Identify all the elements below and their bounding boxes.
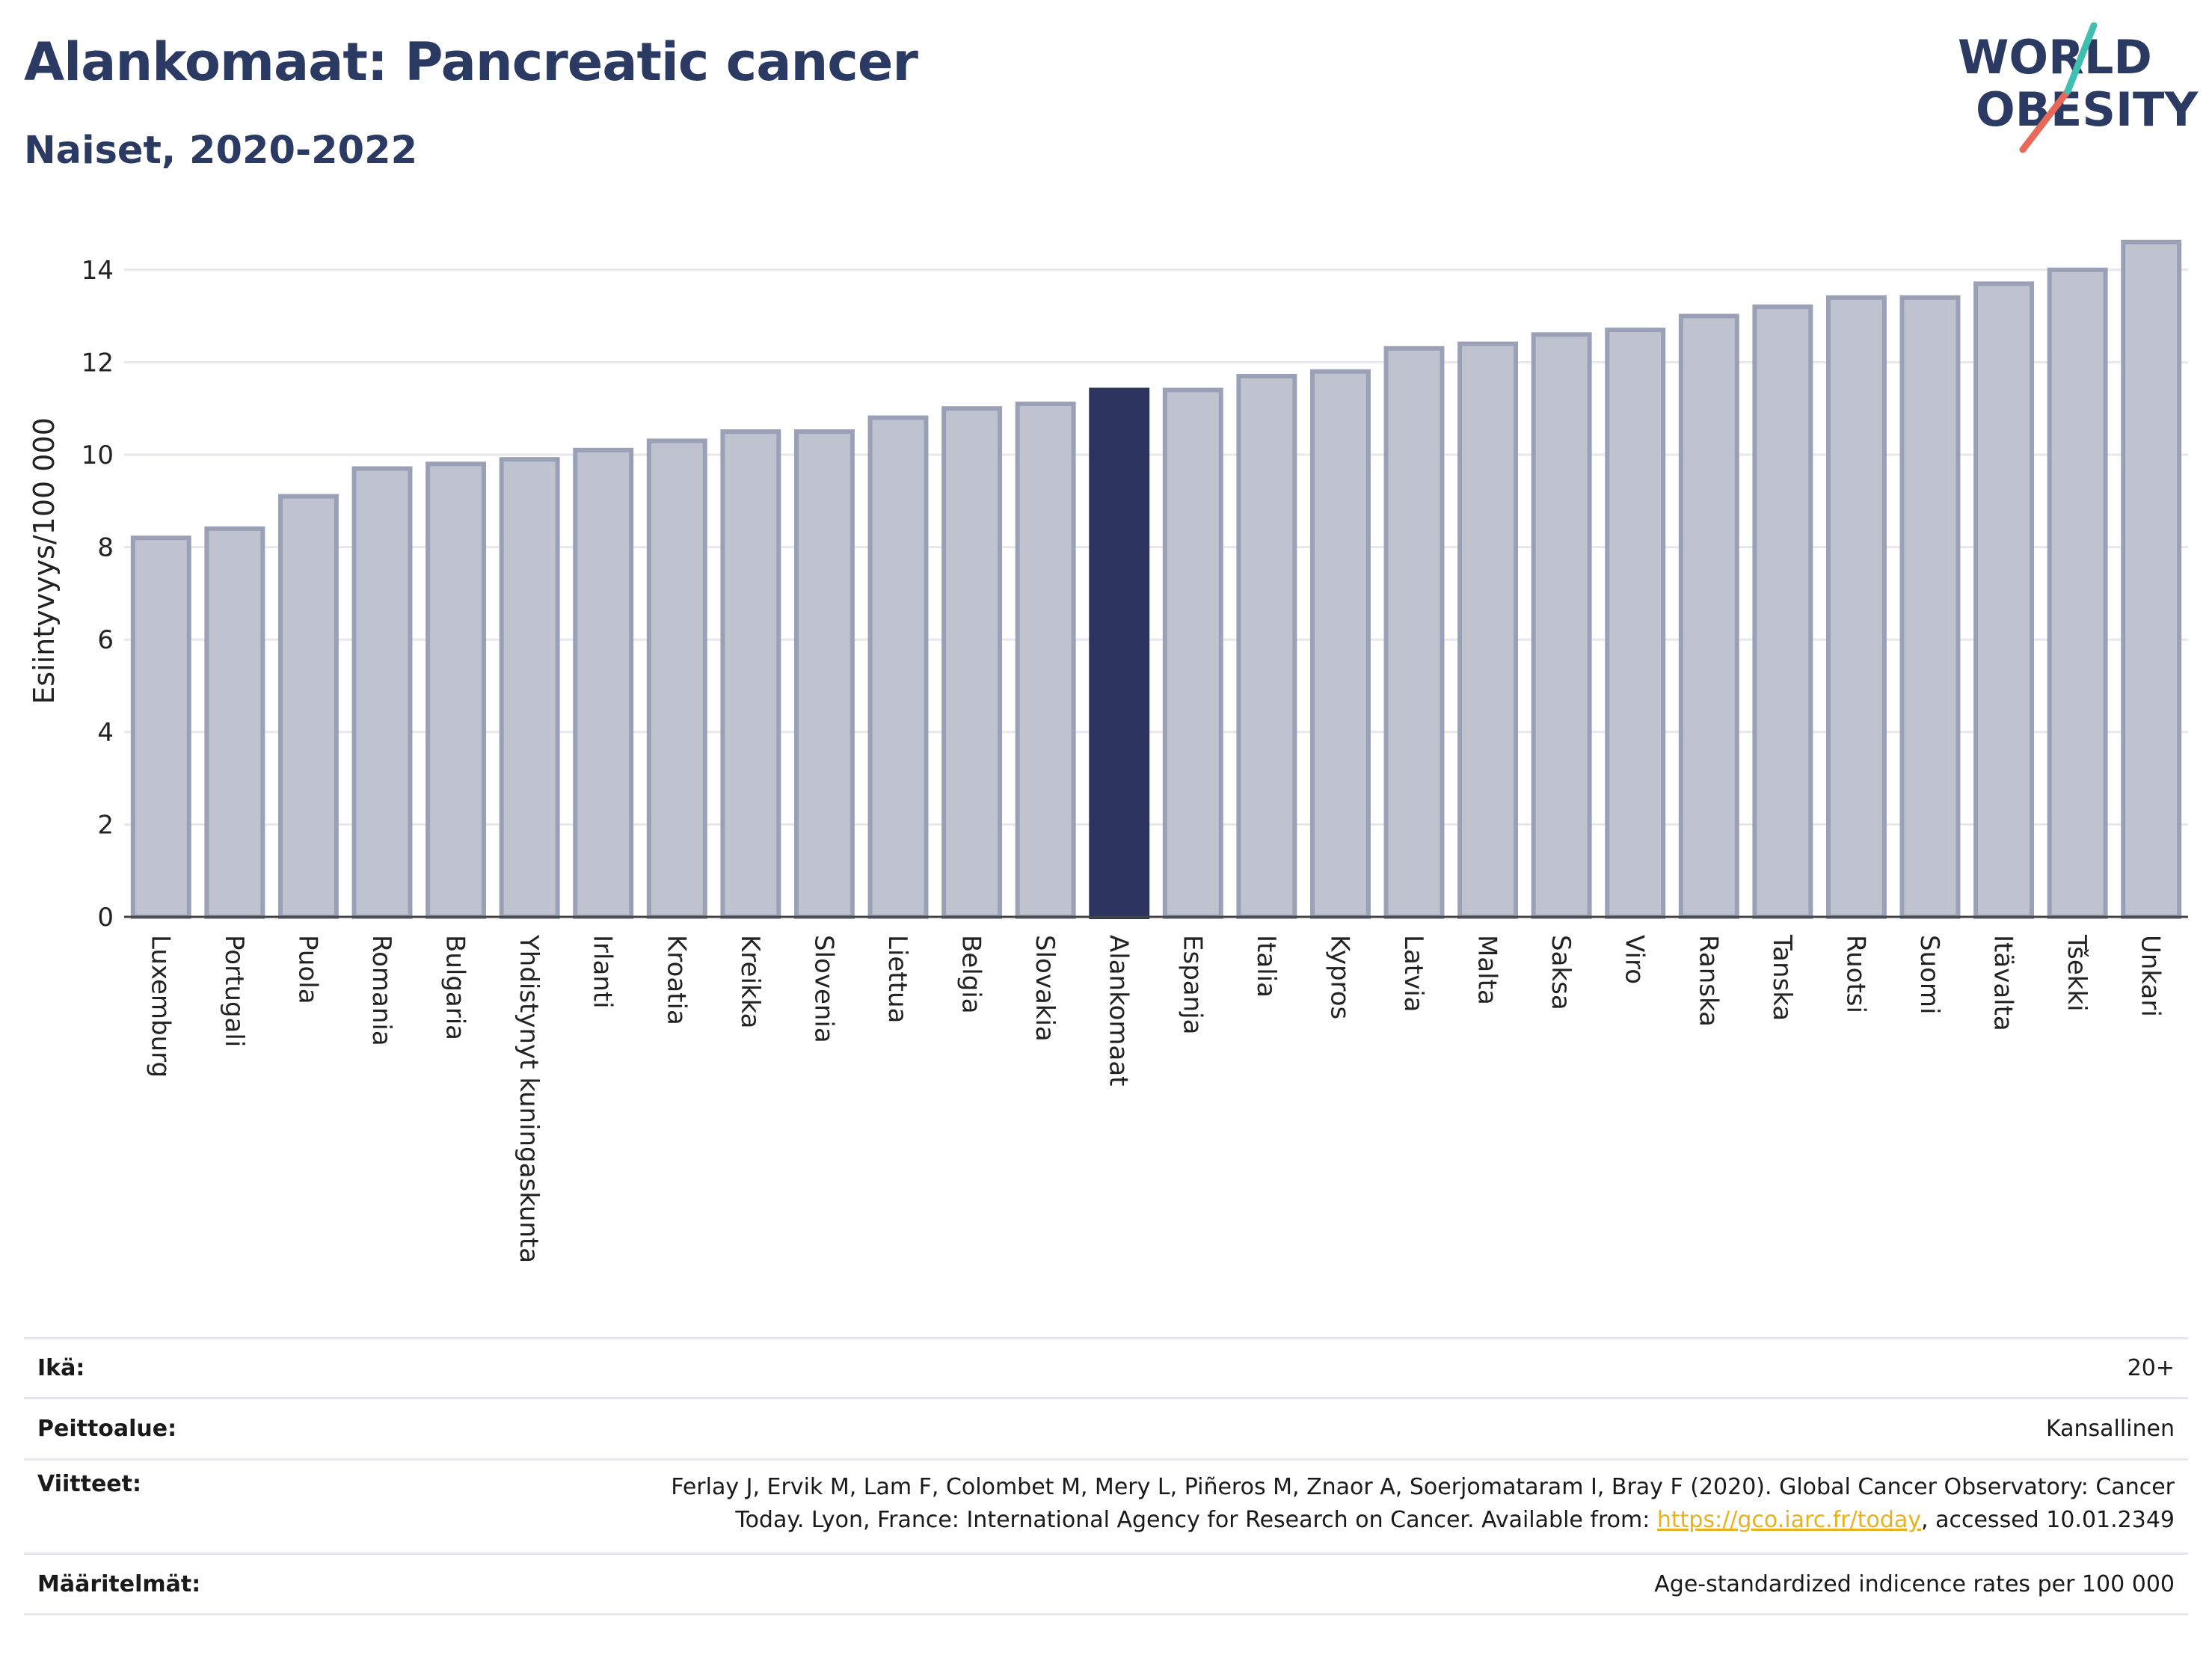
references-line1: Ferlay J, Ervik M, Lam F, Colombet M, Me…	[671, 1474, 2175, 1500]
x-tick-label: Bulgaria	[440, 935, 470, 1040]
chart-title: Alankomaat: Pancreatic cancer	[24, 31, 918, 93]
info-footer: Ikä: 20+ Peittoalue: Kansallinen Viittee…	[24, 1337, 2188, 1615]
references-link[interactable]: https://gco.iarc.fr/today	[1656, 1507, 1922, 1533]
x-tick-label: Italia	[1251, 935, 1281, 998]
bar-puola	[277, 494, 339, 919]
bar-luxemburg	[130, 535, 191, 919]
bar-unkari	[2121, 239, 2182, 920]
y-tick-label: 0	[97, 903, 114, 933]
x-tick-label: Kroatia	[661, 935, 691, 1025]
definitions-label: Määritelmät:	[37, 1570, 201, 1597]
y-tick-label: 12	[82, 348, 114, 378]
x-tick-label: Yhdistynyt kuningaskunta	[514, 934, 544, 1263]
bars	[130, 239, 2182, 920]
bar-slovakia	[1015, 402, 1076, 919]
age-label: Ikä:	[37, 1355, 85, 1381]
references-line2-pre: Today. Lyon, France: International Agenc…	[735, 1507, 1657, 1533]
x-tick-label: Ranska	[1693, 935, 1723, 1027]
footer-row-definitions: Määritelmät: Age-standardized indicence …	[24, 1553, 2188, 1615]
references-line2-post: , accessed 10.01.2349	[1921, 1507, 2175, 1533]
y-tick-label: 2	[97, 810, 114, 840]
logo-line1: WORLD	[1958, 30, 2152, 85]
bar-kroatia	[646, 438, 707, 919]
x-tick-label: Puola	[292, 935, 322, 1004]
x-tick-label: Portugali	[219, 935, 249, 1047]
bar-itävalta	[1973, 281, 2035, 919]
bar-malta	[1457, 341, 1519, 919]
bar-viro	[1605, 328, 1666, 919]
x-tick-label: Ruotsi	[1840, 935, 1870, 1013]
x-tick-label: Latvia	[1398, 935, 1428, 1013]
x-tick-label: Romania	[366, 935, 396, 1046]
x-tick-label: Itävalta	[1988, 935, 2018, 1031]
bar-irlanti	[573, 447, 634, 919]
bar-ruotsi	[1825, 295, 1887, 919]
x-tick-label: Suomi	[1914, 935, 1944, 1015]
bar-chart: 0 2 4 6 8 10 12 14 Luxemburg Portugali Puola Roman…	[28, 239, 2188, 1263]
y-tick-labels: 0 2 4 6 8 10 12 14	[82, 256, 114, 933]
world-obesity-logo: WORLD OBESITY	[1958, 22, 2199, 153]
x-tick-label: Kreikka	[735, 935, 765, 1029]
y-tick-label: 10	[82, 440, 114, 470]
chart-subtitle: Naiset, 2020-2022	[24, 129, 418, 173]
x-tick-label: Kypros	[1324, 935, 1354, 1019]
y-tick-label: 14	[82, 256, 114, 286]
x-tick-labels: Luxemburg Portugali Puola Romania Bulgaria Yh…	[145, 934, 2165, 1263]
x-tick-label: Tanska	[1767, 934, 1797, 1021]
bar-espanja	[1162, 387, 1223, 919]
x-tick-label: Viro	[1620, 935, 1650, 984]
x-tick-label: Saksa	[1546, 935, 1576, 1010]
x-tick-label: Unkari	[2136, 935, 2166, 1017]
bar-bulgaria	[425, 461, 487, 919]
footer-row-references: Viitteet: Ferlay J, Ervik M, Lam F, Colo…	[24, 1458, 2188, 1553]
bar-alankomaat	[1089, 387, 1150, 919]
logo-line2: OBESITY	[1976, 82, 2199, 137]
bar-liettua	[867, 415, 929, 919]
bar-kreikka	[720, 429, 781, 919]
x-tick-label: Slovenia	[808, 935, 838, 1043]
x-tick-label: Belgia	[956, 935, 986, 1014]
x-tick-label: Espanja	[1177, 935, 1207, 1034]
bar-suomi	[1899, 295, 1961, 919]
coverage-value: Kansallinen	[2045, 1416, 2175, 1442]
bar-romania	[351, 466, 413, 919]
bar-italia	[1236, 373, 1297, 919]
definitions-value: Age-standardized indicence rates per 100…	[1654, 1570, 2175, 1597]
x-tick-label: Slovakia	[1030, 935, 1060, 1042]
footer-row-age: Ikä: 20+	[24, 1337, 2188, 1397]
footer-row-coverage: Peittoalue: Kansallinen	[24, 1397, 2188, 1458]
x-tick-label: Irlanti	[588, 935, 618, 1009]
coverage-label: Peittoalue:	[37, 1416, 177, 1442]
x-tick-label: Malta	[1472, 935, 1502, 1005]
y-axis-label: Esiintyvyys/100 000	[28, 417, 61, 704]
age-value: 20+	[2127, 1355, 2175, 1381]
x-tick-label: Luxemburg	[145, 935, 175, 1078]
y-tick-label: 8	[97, 533, 114, 563]
references-value: Ferlay J, Ervik M, Lam F, Colombet M, Me…	[671, 1471, 2175, 1537]
bar-slovenia	[793, 429, 855, 919]
bar-tšekki	[2047, 267, 2108, 919]
bar-kypros	[1309, 369, 1371, 919]
references-label: Viitteet:	[37, 1471, 141, 1497]
bar-latvia	[1383, 346, 1445, 919]
x-tick-label: Liettua	[882, 935, 912, 1023]
bar-portugali	[204, 526, 265, 919]
bar-ranska	[1678, 313, 1739, 920]
x-tick-label: Tšekki	[2062, 934, 2092, 1012]
bar-saksa	[1531, 332, 1592, 919]
bar-yhdistynyt-kuningaskunta	[499, 457, 560, 919]
y-tick-label: 4	[97, 718, 114, 748]
bar-belgia	[941, 406, 1003, 919]
x-tick-label: Alankomaat	[1104, 935, 1134, 1087]
bar-tanska	[1752, 304, 1813, 919]
y-tick-label: 6	[97, 625, 114, 655]
